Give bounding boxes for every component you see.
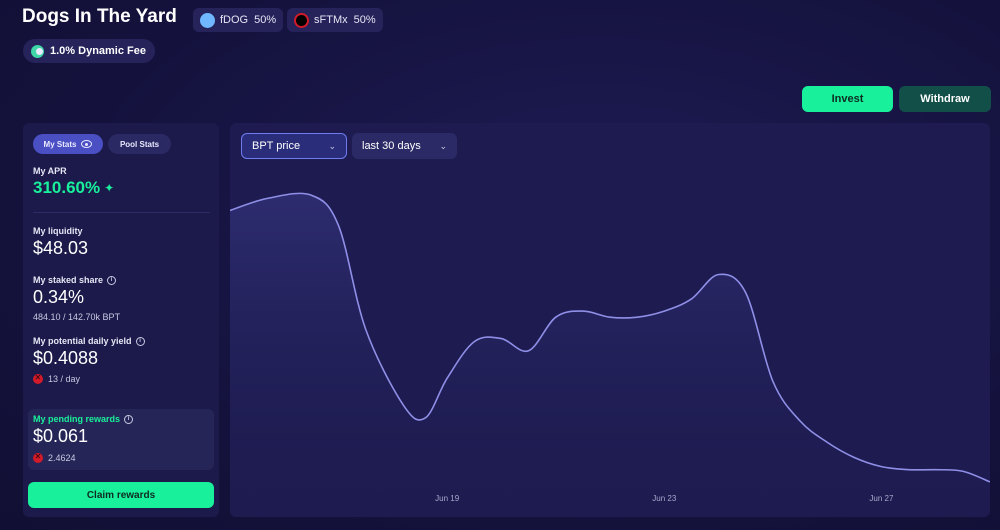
token-pill-sftmx[interactable]: sFTMx 50% (287, 8, 383, 32)
token-pill-fdog[interactable]: fDOG 50% (193, 8, 284, 32)
sftmx-token-icon (294, 12, 309, 28)
liquidity-value: $48.03 (33, 238, 89, 258)
x-axis-tick: Jun 27 (869, 494, 894, 503)
fee-icon (31, 44, 44, 58)
withdraw-button[interactable]: Withdraw (899, 86, 991, 112)
pending-rewards-detail: 2.4624 (33, 452, 76, 463)
daily-yield-label: My potential daily yield i (33, 336, 145, 346)
sftmx-token-icon (33, 452, 43, 463)
daily-yield-label-text: My potential daily yield (33, 336, 132, 346)
staked-share-label: My staked share i (33, 275, 117, 285)
pending-rewards-amount: 2.4624 (48, 453, 76, 463)
dynamic-fee-badge: 1.0% Dynamic Fee (23, 39, 155, 63)
x-axis-tick: Jun 23 (652, 494, 677, 503)
range-select-value: last 30 days (362, 140, 421, 152)
apr-row: 310.60% ✦ (33, 178, 114, 198)
invest-button[interactable]: Invest (802, 86, 893, 112)
chevron-down-icon: ⌄ (439, 140, 447, 151)
daily-yield-value: $0.4088 (33, 348, 99, 368)
stats-panel: My Stats Pool Stats My APR 310.60% ✦ My … (23, 123, 219, 517)
token-weight: 50% (254, 14, 277, 26)
bpt-price-chart (230, 192, 990, 517)
chart-area (230, 193, 990, 517)
divider (33, 212, 210, 213)
chevron-down-icon: ⌄ (328, 140, 336, 151)
eye-icon (81, 140, 93, 148)
claim-rewards-button[interactable]: Claim rewards (28, 482, 214, 508)
page-title: Dogs In The Yard (22, 6, 177, 27)
staked-share-detail: 484.10 / 142.70k BPT (33, 312, 121, 322)
metric-select-value: BPT price (252, 140, 301, 152)
tab-my-stats[interactable]: My Stats (33, 134, 103, 154)
pending-rewards-label-text: My pending rewards (33, 414, 121, 424)
pending-rewards-card: My pending rewards i $0.061 2.4624 (28, 409, 214, 470)
liquidity-label: My liquidity (33, 226, 83, 236)
token-weight: 50% (353, 14, 376, 26)
tab-label: Pool Stats (119, 139, 160, 149)
tab-pool-stats[interactable]: Pool Stats (108, 134, 171, 154)
fdog-token-icon (200, 12, 215, 28)
sparkle-icon[interactable]: ✦ (104, 181, 115, 195)
staked-share-value: 0.34% (33, 287, 85, 307)
tab-label: My Stats (43, 139, 77, 149)
chart-line (230, 192, 990, 483)
x-axis-tick: Jun 19 (435, 494, 460, 503)
token-symbol: sFTMx (314, 14, 348, 26)
range-select[interactable]: last 30 days ⌄ (352, 133, 457, 159)
apr-label: My APR (33, 166, 67, 176)
token-symbol: fDOG (220, 14, 249, 26)
chart-panel: BPT price ⌄ last 30 days ⌄ Jun 19 Jun 23 J… (230, 123, 990, 517)
pending-rewards-label: My pending rewards i (33, 414, 134, 424)
info-icon[interactable]: i (135, 336, 145, 346)
daily-yield-detail: 13 / day (33, 373, 81, 384)
daily-yield-amount: 13 / day (48, 374, 81, 384)
info-icon[interactable]: i (107, 275, 117, 285)
sftmx-token-icon (33, 373, 43, 384)
apr-value: 310.60% (33, 178, 101, 197)
metric-select[interactable]: BPT price ⌄ (241, 133, 347, 159)
staked-share-label-text: My staked share (33, 275, 104, 285)
info-icon[interactable]: i (124, 414, 134, 424)
fee-label: 1.0% Dynamic Fee (50, 45, 146, 57)
pending-rewards-value: $0.061 (33, 426, 89, 446)
